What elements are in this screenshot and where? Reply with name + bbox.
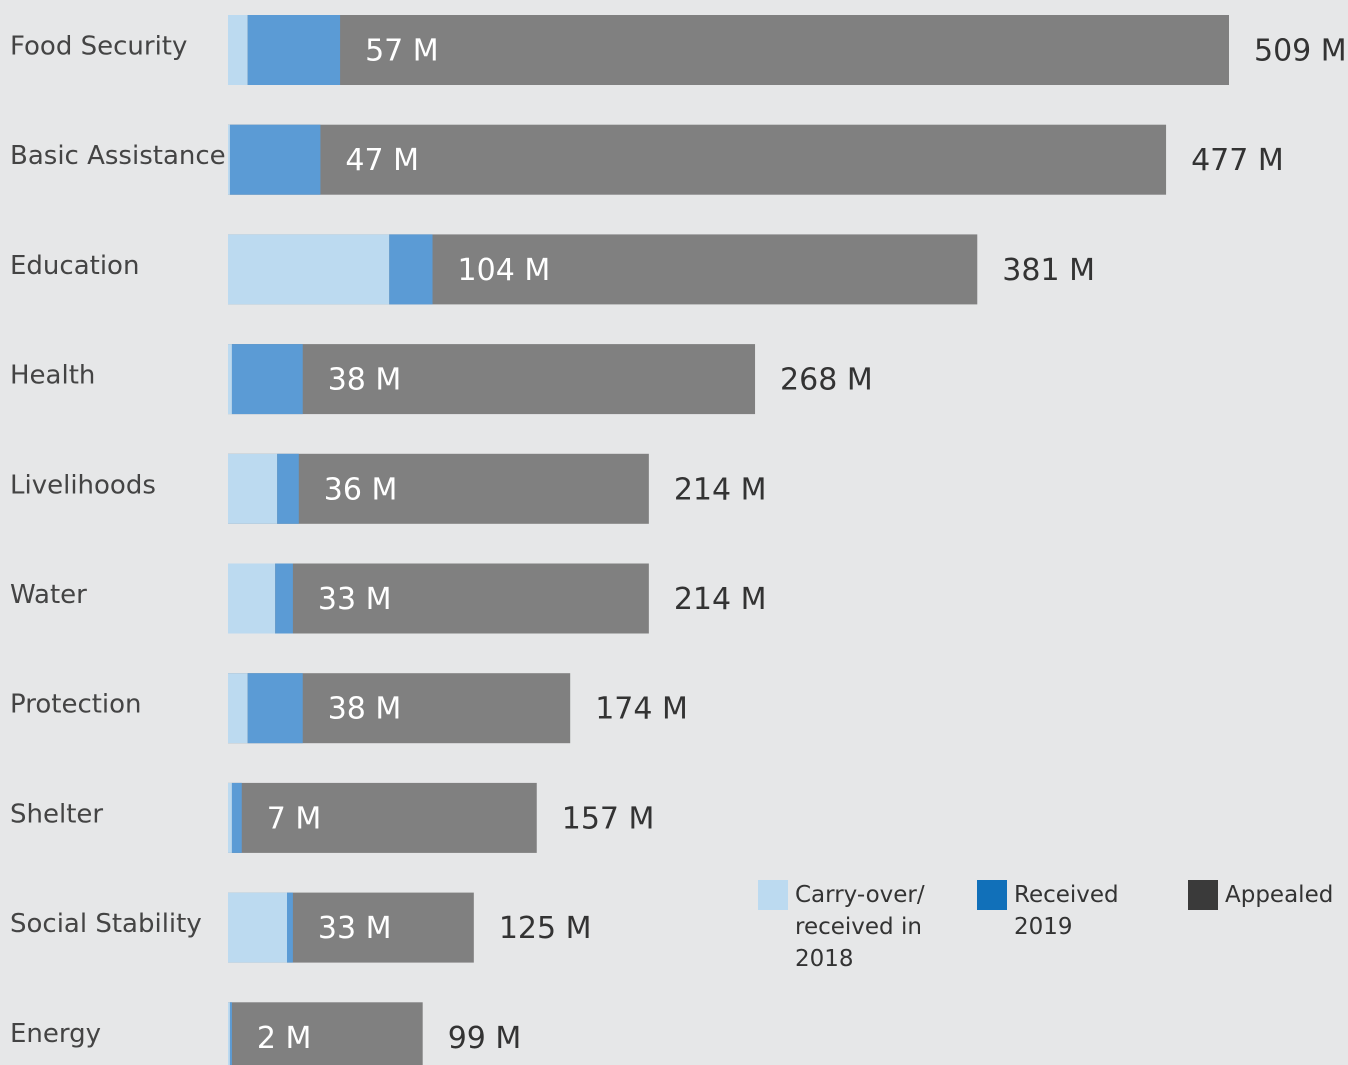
bar-segment bbox=[228, 563, 276, 634]
bar-segment bbox=[228, 344, 232, 415]
funded-label: 38 M bbox=[328, 363, 402, 398]
legend-item: Appealed bbox=[1188, 880, 1348, 911]
legend-swatch bbox=[1188, 880, 1218, 910]
bar-segment bbox=[247, 673, 303, 744]
bar-segment bbox=[228, 892, 287, 963]
legend-label: Carry-over/ received in 2018 bbox=[795, 882, 925, 972]
appealed-label: 214 M bbox=[674, 582, 767, 617]
category-label: Energy bbox=[10, 1019, 101, 1049]
bar-appealed bbox=[228, 1002, 423, 1065]
category-label: Water bbox=[10, 580, 87, 610]
bar-segment bbox=[228, 782, 232, 853]
bar-segment bbox=[231, 344, 303, 415]
bar-appealed bbox=[228, 15, 1229, 85]
category-label: Food Security bbox=[10, 32, 187, 62]
bar-segment bbox=[228, 1002, 230, 1065]
legend-item: Carry-over/ received in 2018 bbox=[758, 880, 930, 975]
appealed-label: 477 M bbox=[1191, 143, 1284, 178]
legend-swatch bbox=[758, 880, 788, 910]
funded-label: 33 M bbox=[318, 911, 392, 946]
bar-appealed bbox=[228, 124, 1167, 195]
funded-label: 36 M bbox=[324, 472, 398, 507]
appealed-label: 214 M bbox=[674, 472, 767, 507]
funded-label: 104 M bbox=[458, 253, 551, 288]
bar-segment bbox=[229, 1002, 232, 1065]
bar-segment bbox=[231, 782, 242, 853]
bar-segment bbox=[228, 15, 248, 85]
bar-segment bbox=[228, 453, 278, 524]
legend-swatch bbox=[977, 880, 1007, 910]
category-label: Health bbox=[10, 361, 95, 391]
legend-label: Received 2019 bbox=[1014, 882, 1119, 940]
funded-label: 2 M bbox=[257, 1021, 312, 1056]
legend-item: Received 2019 bbox=[977, 880, 1124, 943]
appealed-label: 125 M bbox=[499, 911, 592, 946]
legend-label: Appealed bbox=[1225, 882, 1334, 908]
appealed-label: 509 M bbox=[1254, 34, 1347, 69]
category-label: Shelter bbox=[10, 799, 103, 829]
category-label: Education bbox=[10, 251, 139, 281]
bar-appealed bbox=[228, 563, 649, 634]
funded-label: 47 M bbox=[345, 143, 419, 178]
appealed-label: 157 M bbox=[562, 801, 655, 836]
bar-segment bbox=[277, 453, 299, 524]
bar-segment bbox=[247, 15, 341, 85]
funded-label: 33 M bbox=[318, 582, 392, 617]
bar-segment bbox=[228, 673, 248, 744]
appealed-label: 268 M bbox=[780, 363, 873, 398]
category-label: Protection bbox=[10, 690, 142, 720]
funded-label: 57 M bbox=[365, 34, 439, 69]
appealed-label: 99 M bbox=[448, 1021, 522, 1056]
category-label: Basic Assistance bbox=[10, 141, 226, 171]
bar-segment bbox=[229, 124, 321, 195]
appealed-label: 381 M bbox=[1002, 253, 1095, 288]
bar-appealed bbox=[228, 782, 537, 853]
appealed-label: 174 M bbox=[595, 692, 688, 727]
bar-segment bbox=[228, 234, 390, 305]
bar-appealed bbox=[228, 344, 756, 415]
category-label: Social Stability bbox=[10, 909, 202, 939]
bar-segment bbox=[228, 124, 230, 195]
bar-segment bbox=[275, 563, 293, 634]
bar-segment bbox=[286, 892, 293, 963]
bar-segment bbox=[389, 234, 433, 305]
funded-label: 7 M bbox=[267, 801, 322, 836]
funded-label: 38 M bbox=[328, 692, 402, 727]
category-label: Livelihoods bbox=[10, 470, 156, 500]
